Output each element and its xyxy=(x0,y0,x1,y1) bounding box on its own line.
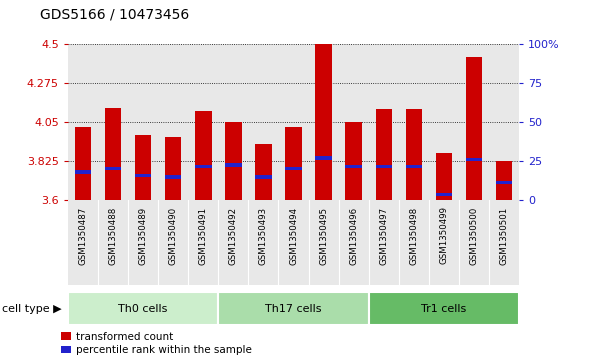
Text: GSM1350498: GSM1350498 xyxy=(409,207,418,265)
Text: GSM1350493: GSM1350493 xyxy=(259,207,268,265)
Bar xyxy=(315,156,332,160)
Text: GSM1350497: GSM1350497 xyxy=(379,207,388,265)
Text: cell type ▶: cell type ▶ xyxy=(2,303,62,314)
Text: GSM1350494: GSM1350494 xyxy=(289,207,298,265)
Bar xyxy=(466,158,483,162)
Bar xyxy=(74,127,91,200)
Text: GSM1350490: GSM1350490 xyxy=(169,207,178,265)
Text: GSM1350500: GSM1350500 xyxy=(470,207,478,265)
Bar xyxy=(165,175,182,179)
Bar xyxy=(74,170,91,174)
Bar xyxy=(285,127,302,200)
FancyBboxPatch shape xyxy=(68,292,218,325)
Bar xyxy=(405,165,422,168)
Text: GSM1350487: GSM1350487 xyxy=(78,207,87,265)
Bar xyxy=(285,167,302,170)
Text: Th0 cells: Th0 cells xyxy=(119,303,168,314)
Bar xyxy=(255,175,272,179)
Text: GSM1350489: GSM1350489 xyxy=(139,207,148,265)
Bar xyxy=(375,165,392,168)
Bar xyxy=(375,110,392,200)
Legend: transformed count, percentile rank within the sample: transformed count, percentile rank withi… xyxy=(61,332,252,355)
Text: GSM1350496: GSM1350496 xyxy=(349,207,358,265)
Bar xyxy=(405,110,422,200)
Text: GSM1350499: GSM1350499 xyxy=(440,207,448,265)
Bar xyxy=(435,193,453,196)
Bar xyxy=(345,122,362,200)
Bar xyxy=(255,144,272,200)
Bar xyxy=(496,162,513,200)
Text: GSM1350495: GSM1350495 xyxy=(319,207,328,265)
Text: GDS5166 / 10473456: GDS5166 / 10473456 xyxy=(41,8,189,22)
Bar xyxy=(466,57,483,200)
FancyBboxPatch shape xyxy=(369,292,519,325)
Bar xyxy=(135,135,152,200)
Bar xyxy=(104,167,122,170)
Bar xyxy=(315,44,332,200)
Text: Tr1 cells: Tr1 cells xyxy=(421,303,467,314)
Text: GSM1350488: GSM1350488 xyxy=(109,207,117,265)
Bar xyxy=(104,108,122,200)
Bar xyxy=(165,137,182,200)
Bar xyxy=(195,111,212,200)
Bar xyxy=(225,163,242,167)
Text: GSM1350491: GSM1350491 xyxy=(199,207,208,265)
Bar xyxy=(135,174,152,177)
Text: GSM1350501: GSM1350501 xyxy=(500,207,509,265)
Bar xyxy=(195,165,212,168)
Bar xyxy=(225,122,242,200)
Bar xyxy=(345,165,362,168)
Text: GSM1350492: GSM1350492 xyxy=(229,207,238,265)
Bar xyxy=(435,153,453,200)
Bar xyxy=(496,180,513,184)
FancyBboxPatch shape xyxy=(218,292,369,325)
Text: Th17 cells: Th17 cells xyxy=(266,303,322,314)
